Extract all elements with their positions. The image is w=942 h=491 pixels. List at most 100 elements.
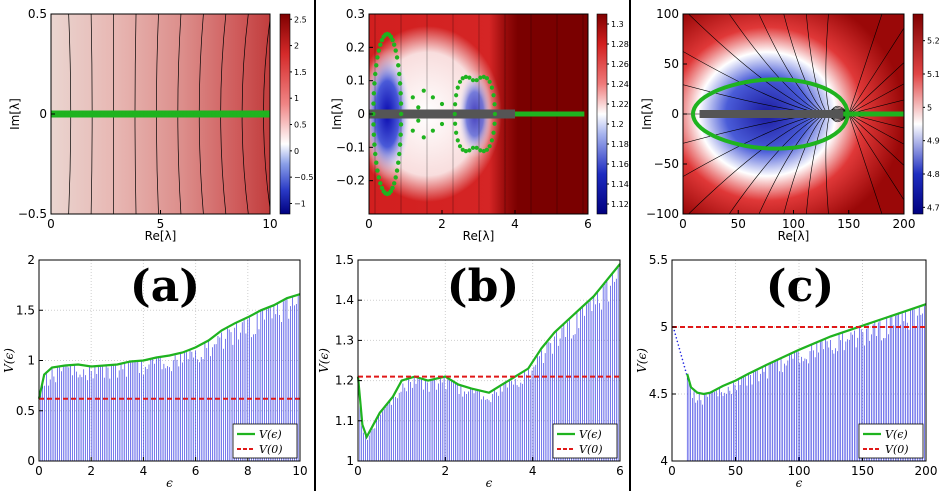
eigenvalue-point xyxy=(394,55,400,60)
eigenvalue-point xyxy=(376,175,382,180)
x-tick-label: 6 xyxy=(192,464,200,478)
series-line-v-eps xyxy=(37,293,301,399)
eigenvalue-point xyxy=(457,144,463,149)
colorbar-tick-label: 1 xyxy=(294,94,299,103)
legend-label-v-eps: V(ϵ) xyxy=(579,428,602,441)
y-tick-label: 1.2 xyxy=(335,374,354,388)
x-tick-label: 4 xyxy=(529,464,537,478)
eigenvalue-point xyxy=(484,76,490,81)
eigenvalue-point xyxy=(371,111,376,117)
eigenvalue-point xyxy=(376,48,382,53)
eigenvalue-point xyxy=(491,130,496,135)
heatmap-panel-c: 0 50 100 150 200 100 50 0 −50 −100 Re[λ] Im[λ] 5.2 5.… xyxy=(640,7,940,243)
eigenvalue-point xyxy=(378,181,383,186)
x-axis-label: ϵ xyxy=(796,476,803,490)
eigenvalue-point xyxy=(397,71,402,77)
y-tick-label: −0.2 xyxy=(336,174,365,188)
colorbar xyxy=(596,13,608,215)
transition-point xyxy=(673,329,676,332)
x-tick-label: 6 xyxy=(584,217,592,231)
eigenvalue-point xyxy=(460,76,465,81)
y-tick-label: 0 xyxy=(39,107,47,121)
eigenvalue-point xyxy=(391,42,397,47)
x-tick-label: 6 xyxy=(616,464,624,478)
transition-point xyxy=(677,344,680,346)
y-tick-label: 0 xyxy=(671,107,679,121)
y-tick-label: 4 xyxy=(660,454,668,468)
eigenvalue-point xyxy=(454,93,459,98)
heatmap-panel-a: 0 5 100.50−0.5Re[λ]Im[λ]2.521.510.50−0.5−1 xyxy=(8,7,313,243)
eigenvalue-point xyxy=(453,121,458,126)
contour-line xyxy=(783,108,849,214)
eigenvalue-point xyxy=(439,101,445,107)
legend: V(ϵ) V(0) xyxy=(858,423,924,459)
x-tick-label: 50 xyxy=(728,464,743,478)
y-axis-label: Im[λ] xyxy=(640,98,654,130)
y-tick-label: −0.1 xyxy=(336,140,365,154)
x-tick-label: 4 xyxy=(140,464,148,478)
y-tick-label: 0 xyxy=(357,107,365,121)
y-axis-label: V(ϵ) xyxy=(317,348,331,373)
eigenvalue-point xyxy=(452,111,457,117)
y-tick-label: 1 xyxy=(346,454,354,468)
eigenvalue-point xyxy=(398,91,403,96)
eigenvalue-point xyxy=(397,142,403,147)
eigenvalue-point xyxy=(398,101,404,106)
colorbar-tick-label: 4.8 xyxy=(927,170,940,179)
y-tick-label: 1.3 xyxy=(335,333,354,347)
x-tick-label: 4 xyxy=(511,217,519,231)
y-axis-label: V(ϵ) xyxy=(635,348,649,373)
contour-line xyxy=(848,62,904,115)
eigenvalue-contour xyxy=(690,77,850,151)
eigenvalue-point xyxy=(378,42,383,47)
colorbar-tick-label: 2.5 xyxy=(294,15,307,24)
eigenvalue-point xyxy=(489,85,495,90)
eigenvalue-point xyxy=(421,88,426,93)
y-tick-label: 0.5 xyxy=(16,404,35,418)
eigenvalue-point xyxy=(481,74,486,79)
x-tick-label: 0 xyxy=(47,217,55,231)
eigenvalue-point xyxy=(481,149,486,154)
eigenvalue-point xyxy=(478,148,483,153)
x-axis-label: Re[λ] xyxy=(778,229,810,243)
eigenvalue-point xyxy=(396,160,401,165)
eigenvalue-point xyxy=(373,151,378,157)
legend: V(ϵ) V(0) xyxy=(232,423,298,459)
transition-point xyxy=(674,333,677,336)
x-axis-label: Re[λ] xyxy=(145,229,177,243)
colorbar-tick-label: 1.22 xyxy=(611,100,629,109)
colorbar-tick-label: 5 xyxy=(927,103,932,112)
panel-label-c: (c) xyxy=(766,261,834,312)
y-tick-label: 4.5 xyxy=(649,387,668,401)
eigenvalue-point xyxy=(372,142,377,147)
legend: V(ϵ) V(0) xyxy=(552,423,618,459)
contour-line xyxy=(848,99,904,115)
x-tick-label: 0 xyxy=(668,464,676,478)
colorbar-tick-label: 1.14 xyxy=(611,180,629,189)
eigenvalue-point xyxy=(484,147,490,152)
y-tick-label: 100 xyxy=(656,7,679,21)
legend-box xyxy=(858,423,924,459)
y-tick-label: 2 xyxy=(27,253,35,267)
transition-point xyxy=(680,355,683,357)
transition-point xyxy=(681,358,684,361)
colorbar-tick-label: −0.5 xyxy=(294,173,313,182)
axes-frame xyxy=(357,259,621,462)
eigenvalue-point xyxy=(487,144,492,149)
eigenvalue-point xyxy=(374,63,379,68)
legend-label-v-eps: V(ϵ) xyxy=(885,428,908,441)
eigenvalue-point xyxy=(388,189,394,194)
heatmap-body-b xyxy=(369,14,588,214)
x-tick-label: 10 xyxy=(262,217,277,231)
eigenvalue-point xyxy=(390,37,395,43)
eigenvalue-point xyxy=(374,160,379,165)
x-tick-label: 0 xyxy=(679,217,687,231)
colorbar-tick-label: 1.28 xyxy=(611,40,629,49)
y-tick-label: 50 xyxy=(664,57,679,71)
eigenvalue-point xyxy=(416,105,421,110)
eigenvalue-point xyxy=(375,55,380,60)
y-tick-label: −100 xyxy=(646,207,679,221)
contour-line xyxy=(783,14,849,120)
colorbar-tick-label: 5.2 xyxy=(927,37,940,46)
